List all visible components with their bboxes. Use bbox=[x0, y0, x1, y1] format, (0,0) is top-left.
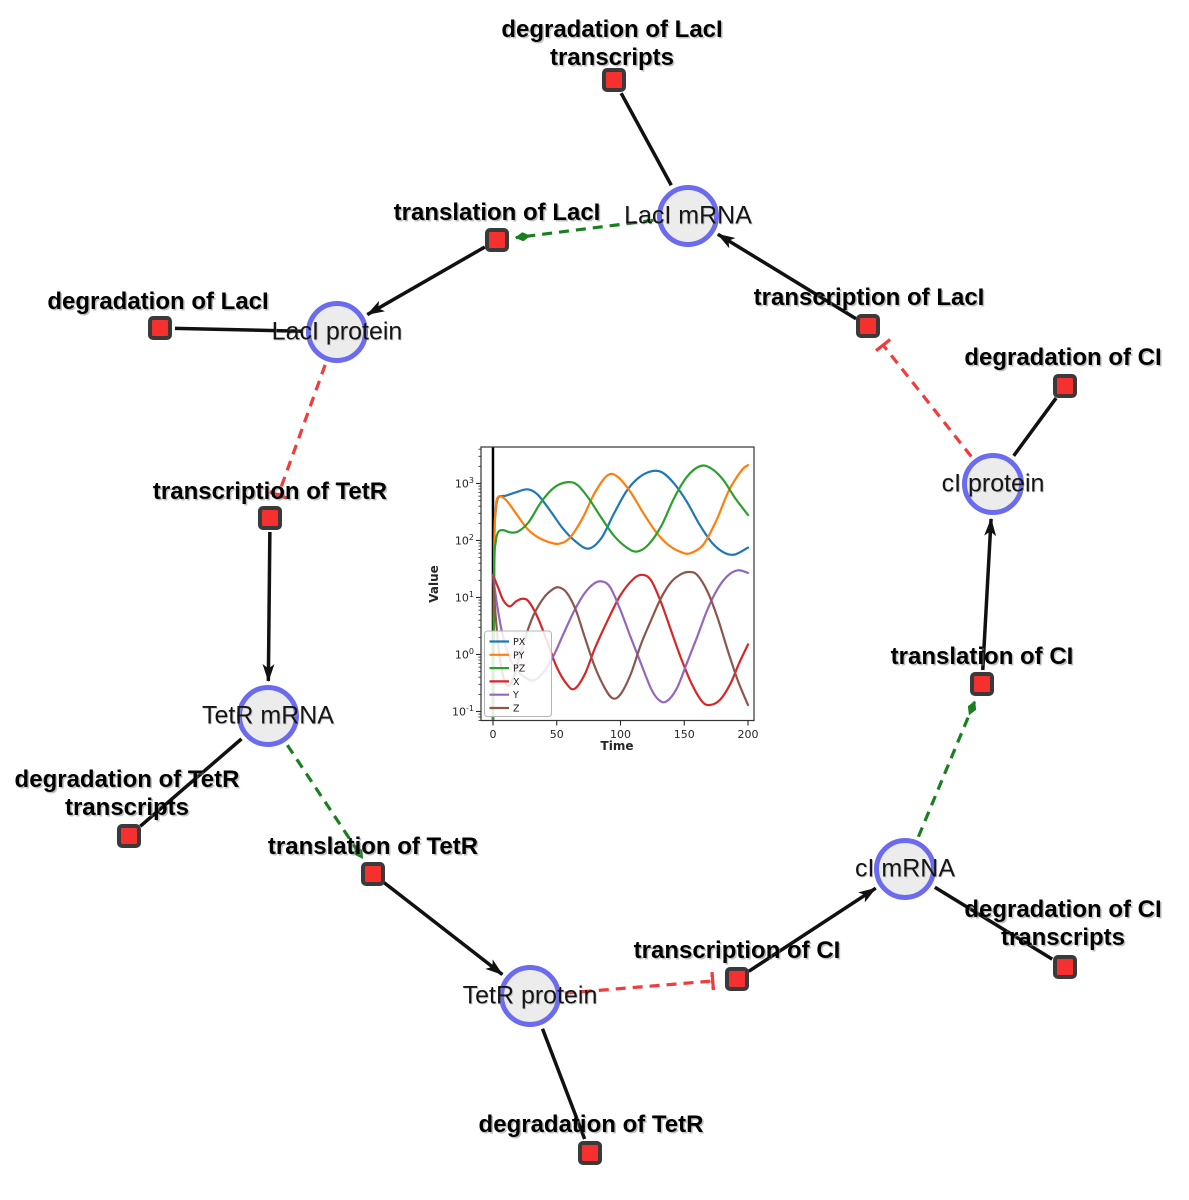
svg-text:100: 100 bbox=[455, 647, 474, 662]
translation-of-laci-node bbox=[485, 228, 509, 252]
transcription-of-tetr-label: transcription of TetR bbox=[152, 478, 388, 505]
svg-text:101: 101 bbox=[455, 590, 474, 605]
edge-translation-of-tetr-to-tetr-protein bbox=[382, 881, 504, 976]
svg-text:10-1: 10-1 bbox=[452, 704, 474, 719]
degradation-of-laci-node bbox=[148, 316, 172, 340]
degradation-of-ci-node bbox=[1053, 374, 1077, 398]
edge-translation-of-laci-to-laci-protein bbox=[366, 245, 486, 317]
edge-transcription-of-tetr-to-tetr-mrna bbox=[262, 531, 275, 683]
tetr-protein-node bbox=[499, 965, 561, 1027]
transcription-of-laci-node bbox=[856, 314, 880, 338]
translation-of-tetr-node bbox=[361, 862, 385, 886]
chart-series-X bbox=[491, 573, 750, 707]
svg-text:200: 200 bbox=[738, 728, 759, 741]
svg-text:PY: PY bbox=[513, 650, 525, 661]
edge-tetr-protein-to-degradation-of-tetr bbox=[540, 1028, 587, 1140]
degradation-of-laci-transcripts-node bbox=[602, 68, 626, 92]
degradation-of-ci-label: degradation of CI bbox=[964, 344, 1162, 371]
degradation-of-tetr-transcripts-node bbox=[117, 824, 141, 848]
svg-text:Y: Y bbox=[512, 690, 519, 701]
tetr-mrna-label: TetR mRNA bbox=[202, 701, 334, 730]
chart-y-axis-label: Value bbox=[427, 565, 441, 603]
svg-text:0: 0 bbox=[489, 728, 496, 741]
svg-text:Z: Z bbox=[513, 704, 520, 715]
chart-legend: PX PY PZ XYZ bbox=[484, 630, 552, 717]
svg-text:PX: PX bbox=[513, 637, 526, 648]
degradation-of-ci-transcripts-label: degradation of CI transcripts bbox=[964, 896, 1162, 951]
svg-text:102: 102 bbox=[455, 533, 474, 548]
edge-laci-mrna-to-translation-of-laci bbox=[514, 218, 654, 242]
edge-ci-protein-to-transcription-of-laci bbox=[883, 345, 973, 458]
edge-transcription-of-laci-to-laci-mrna bbox=[716, 232, 857, 321]
translation-of-laci-label: translation of LacI bbox=[393, 199, 601, 226]
translation-of-tetr-label: translation of TetR bbox=[267, 833, 479, 860]
edge-ci-mrna-to-degradation-of-ci-transcripts bbox=[933, 885, 1054, 961]
svg-text:103: 103 bbox=[455, 476, 474, 491]
degradation-of-tetr-node bbox=[578, 1141, 602, 1165]
edge-ci-mrna-to-translation-of-ci bbox=[916, 700, 977, 838]
chart-x-axis-label: Time bbox=[600, 739, 634, 753]
edge-tetr-mrna-to-degradation-of-tetr-transcripts bbox=[139, 737, 243, 828]
chart-series-PY bbox=[491, 464, 750, 721]
translation-of-ci-node bbox=[970, 672, 994, 696]
degradation-of-tetr-label: degradation of TetR bbox=[478, 1111, 704, 1138]
transcription-of-ci-label: transcription of CI bbox=[633, 937, 841, 964]
edge-laci-mrna-to-degradation-of-laci-transcripts bbox=[619, 92, 673, 187]
edge-ci-protein-to-degradation-of-ci bbox=[1012, 397, 1058, 457]
laci-mrna-node bbox=[657, 185, 719, 247]
ci-mrna-label: cI mRNA bbox=[855, 854, 955, 883]
transcription-of-ci-node bbox=[725, 967, 749, 991]
svg-text:50: 50 bbox=[550, 728, 564, 741]
laci-mrna-label: LacI mRNA bbox=[624, 201, 752, 230]
tetr-protein-label: TetR protein bbox=[462, 981, 598, 1010]
edge-translation-of-ci-to-ci-protein bbox=[981, 517, 997, 671]
svg-text:X: X bbox=[513, 677, 520, 688]
degradation-of-laci-label: degradation of LacI bbox=[47, 288, 269, 315]
transcription-of-tetr-node bbox=[258, 506, 282, 530]
transcription-of-laci-label: transcription of LacI bbox=[753, 284, 985, 311]
degradation-of-tetr-transcripts-label: degradation of TetR transcripts bbox=[14, 766, 240, 821]
ci-mrna-node bbox=[874, 838, 936, 900]
tetr-mrna-node bbox=[237, 685, 299, 747]
degradation-of-laci-transcripts-label: degradation of LacI transcripts bbox=[501, 16, 723, 71]
edge-laci-protein-to-degradation-of-laci bbox=[174, 326, 303, 333]
edge-laci-protein-to-transcription-of-tetr bbox=[278, 364, 327, 495]
chart-series-PZ bbox=[491, 464, 750, 721]
degradation-of-ci-transcripts-node bbox=[1053, 955, 1077, 979]
svg-text:100: 100 bbox=[610, 728, 631, 741]
ci-protein-node bbox=[962, 453, 1024, 515]
edge-tetr-mrna-to-translation-of-tetr bbox=[286, 744, 364, 860]
svg-text:150: 150 bbox=[674, 728, 695, 741]
translation-of-ci-label: translation of CI bbox=[890, 643, 1074, 670]
edge-tetr-protein-to-transcription-of-ci bbox=[564, 981, 713, 995]
laci-protein-node bbox=[306, 301, 368, 363]
svg-text:PZ: PZ bbox=[513, 664, 526, 675]
ci-protein-label: cI protein bbox=[941, 469, 1045, 498]
laci-protein-label: LacI protein bbox=[271, 317, 403, 346]
edge-transcription-of-ci-to-ci-mrna bbox=[747, 886, 877, 973]
